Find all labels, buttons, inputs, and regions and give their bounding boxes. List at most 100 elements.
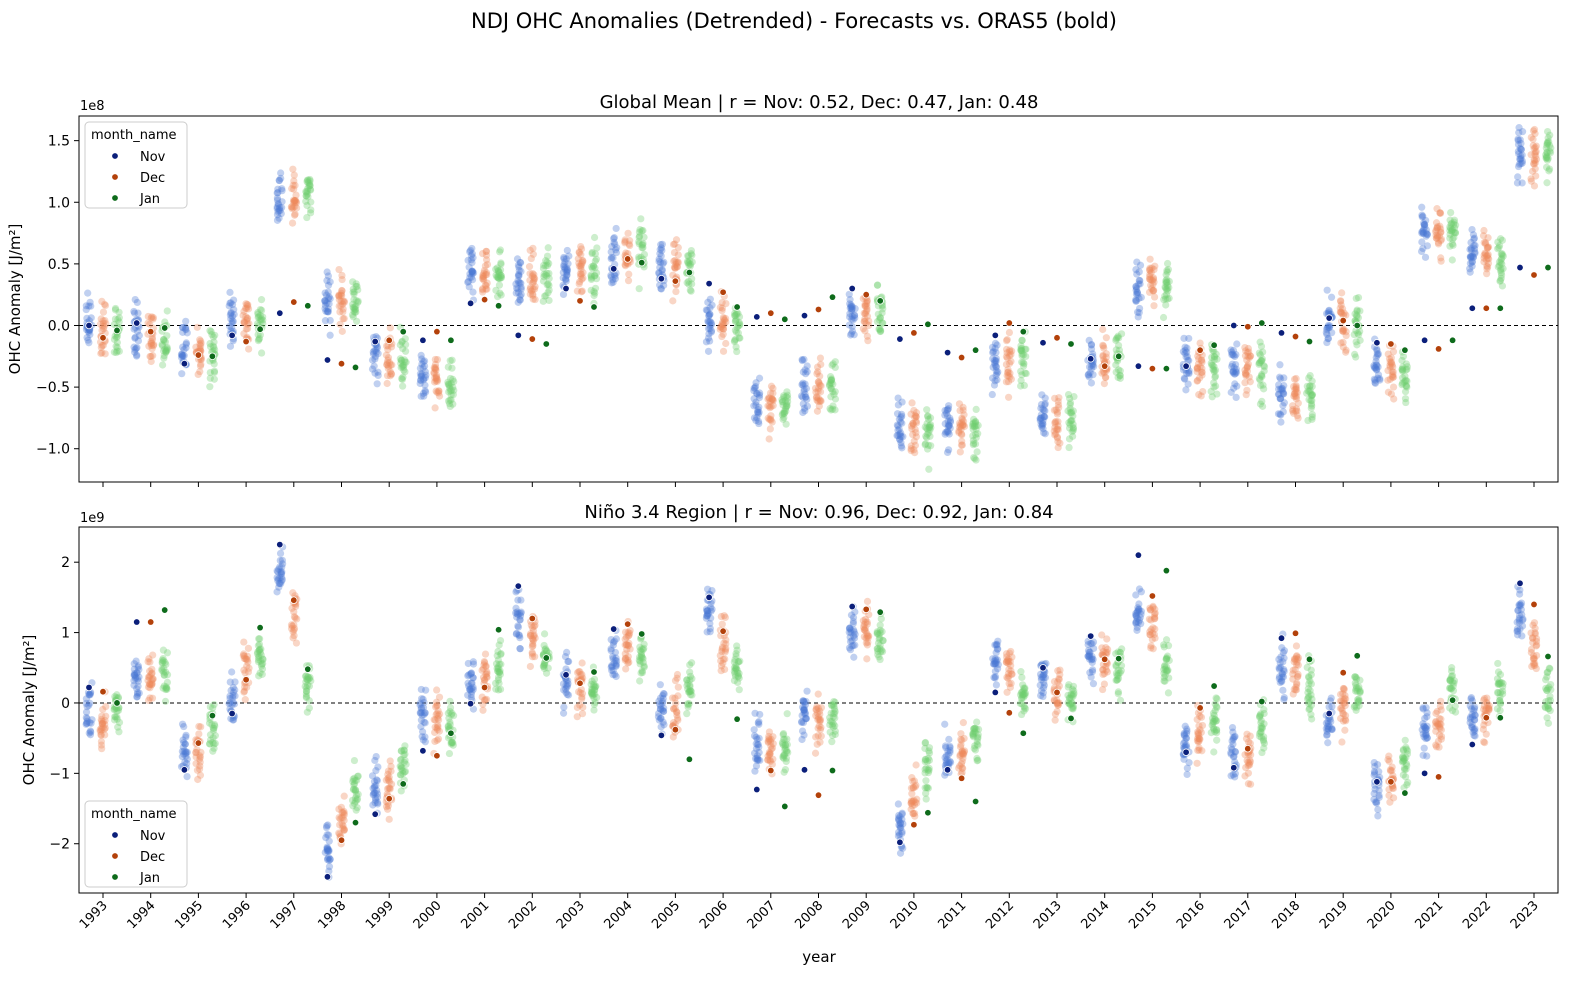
oras5-point-jan bbox=[733, 303, 741, 311]
forecast-member-point bbox=[278, 185, 286, 193]
forecast-member-point bbox=[990, 381, 999, 389]
forecast-member-point bbox=[353, 776, 361, 784]
forecast-member-point bbox=[1372, 353, 1380, 362]
forecast-member-point bbox=[1546, 692, 1554, 701]
panel-title: Niño 3.4 Region | r = Nov: 0.96, Dec: 0.… bbox=[584, 502, 1053, 523]
forecast-member-point bbox=[560, 261, 568, 269]
forecast-member-point bbox=[656, 246, 664, 254]
forecast-member-point bbox=[348, 311, 357, 319]
forecast-member-point bbox=[326, 278, 334, 286]
forecast-member-point bbox=[990, 356, 999, 365]
forecast-member-point bbox=[956, 448, 964, 456]
forecast-member-point bbox=[1336, 297, 1345, 305]
forecast-member-point bbox=[1135, 276, 1143, 285]
forecast-member-point bbox=[494, 293, 502, 301]
forecast-member-point bbox=[387, 780, 396, 788]
forecast-member-point bbox=[1087, 365, 1095, 373]
forecast-member-point bbox=[1481, 739, 1489, 747]
forecast-member-point bbox=[1528, 167, 1537, 175]
forecast-member-point bbox=[1019, 693, 1028, 702]
forecast-member-point bbox=[657, 252, 665, 260]
forecast-member-point bbox=[1146, 606, 1154, 614]
forecast-member-point bbox=[1132, 591, 1140, 599]
oras5-point-dec bbox=[1244, 323, 1252, 331]
forecast-member-point bbox=[1243, 386, 1251, 394]
forecast-member-point bbox=[898, 412, 906, 420]
forecast-member-point bbox=[751, 382, 760, 391]
forecast-member-point bbox=[1419, 704, 1427, 712]
forecast-member-point bbox=[469, 254, 477, 262]
forecast-member-point bbox=[306, 175, 314, 184]
forecast-member-point bbox=[799, 379, 807, 387]
forecast-member-point bbox=[149, 314, 157, 322]
oras5-point-jan bbox=[160, 324, 169, 332]
forecast-member-point bbox=[907, 447, 915, 455]
forecast-member-point bbox=[908, 802, 916, 810]
forecast-member-point bbox=[1051, 431, 1059, 439]
forecast-member-point bbox=[769, 740, 777, 748]
forecast-member-point bbox=[1229, 350, 1237, 358]
forecast-member-point bbox=[132, 344, 140, 353]
forecast-member-point bbox=[899, 433, 907, 441]
forecast-member-point bbox=[992, 371, 1000, 380]
forecast-member-point bbox=[1041, 430, 1049, 438]
forecast-member-point bbox=[245, 664, 253, 672]
forecast-member-point bbox=[1136, 261, 1145, 269]
forecast-member-point bbox=[371, 369, 379, 377]
forecast-member-point bbox=[1039, 405, 1047, 413]
forecast-member-point bbox=[495, 641, 503, 649]
forecast-member-point bbox=[1087, 345, 1096, 353]
forecast-member-point bbox=[1149, 624, 1157, 632]
forecast-member-point bbox=[514, 298, 522, 306]
forecast-member-point bbox=[273, 194, 282, 202]
forecast-member-point bbox=[131, 345, 139, 354]
forecast-member-point bbox=[1243, 362, 1252, 370]
forecast-member-point bbox=[1039, 425, 1047, 433]
y-tick-label: −1.0 bbox=[36, 442, 70, 458]
forecast-member-point bbox=[326, 295, 334, 303]
forecast-member-point bbox=[497, 259, 505, 267]
forecast-member-point bbox=[468, 267, 476, 275]
forecast-member-point bbox=[972, 405, 980, 413]
forecast-member-point bbox=[1447, 209, 1455, 217]
forecast-member-point bbox=[1233, 382, 1241, 390]
forecast-member-point bbox=[704, 324, 713, 333]
forecast-member-point bbox=[421, 709, 429, 717]
forecast-member-point bbox=[430, 363, 438, 372]
forecast-member-point bbox=[273, 211, 282, 219]
forecast-member-point bbox=[321, 301, 330, 309]
forecast-member-point bbox=[544, 244, 552, 252]
forecast-member-point bbox=[1230, 364, 1238, 372]
forecast-member-point bbox=[894, 401, 902, 409]
forecast-member-point bbox=[706, 304, 714, 312]
forecast-member-point bbox=[814, 397, 822, 405]
forecast-member-point bbox=[178, 350, 186, 358]
forecast-member-point bbox=[278, 198, 286, 206]
forecast-member-point bbox=[227, 308, 235, 317]
forecast-member-point bbox=[1338, 738, 1346, 746]
forecast-member-point bbox=[1496, 235, 1505, 243]
forecast-member-point bbox=[241, 683, 249, 691]
oras5-point-dec bbox=[719, 288, 727, 296]
forecast-member-point bbox=[848, 315, 856, 323]
forecast-member-point bbox=[755, 391, 764, 399]
oras5-point-jan bbox=[1544, 263, 1552, 272]
forecast-member-point bbox=[846, 313, 854, 321]
forecast-member-point bbox=[993, 369, 1001, 378]
forecast-member-point bbox=[943, 448, 952, 457]
forecast-member-point bbox=[97, 349, 105, 358]
forecast-member-point bbox=[1055, 676, 1063, 684]
forecast-member-point bbox=[674, 683, 682, 691]
forecast-member-point bbox=[420, 362, 429, 370]
forecast-member-point bbox=[276, 579, 284, 588]
forecast-member-point bbox=[182, 344, 190, 352]
forecast-member-point bbox=[1542, 144, 1550, 152]
forecast-member-point bbox=[578, 690, 587, 698]
forecast-member-point bbox=[161, 697, 170, 705]
oras5-point-dec bbox=[1434, 345, 1443, 353]
forecast-member-point bbox=[210, 368, 219, 377]
oras5-point-nov bbox=[800, 311, 809, 320]
forecast-member-point bbox=[829, 731, 837, 740]
oras5-point-nov bbox=[228, 331, 236, 340]
forecast-member-point bbox=[1436, 209, 1444, 217]
